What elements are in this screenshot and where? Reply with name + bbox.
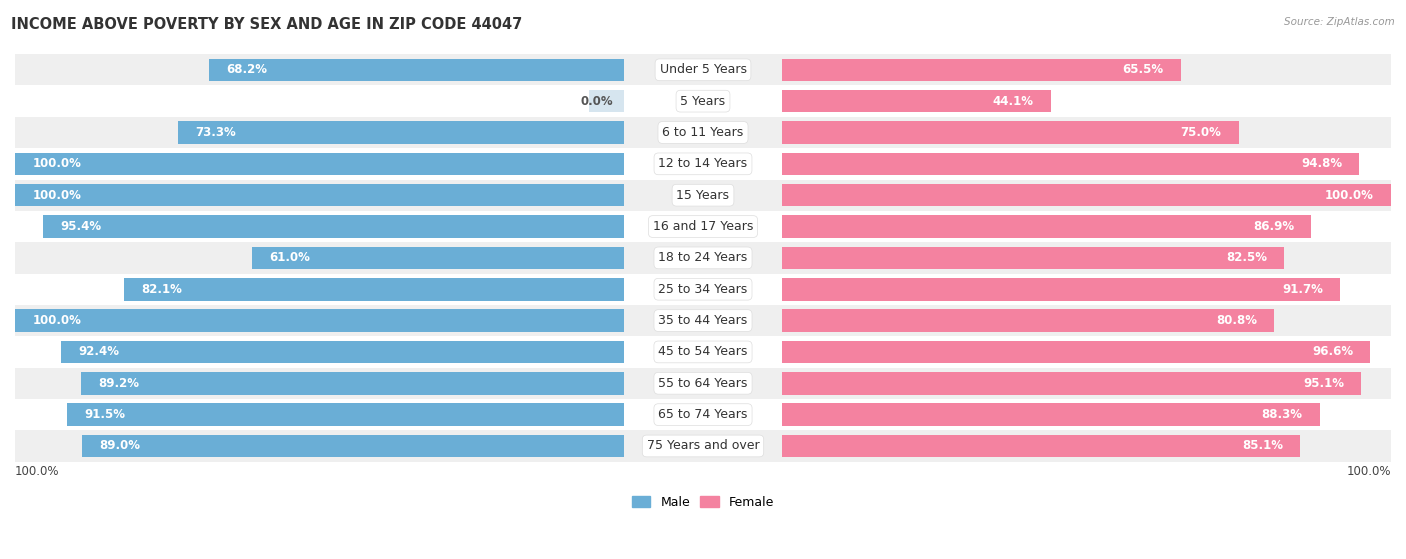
Bar [782,435,1301,457]
Bar [15,148,1391,179]
Bar [15,337,1391,368]
Bar [15,211,1391,242]
Bar [15,117,1391,148]
Text: 18 to 24 Years: 18 to 24 Years [658,252,748,264]
Bar [782,215,1312,238]
Text: 65 to 74 Years: 65 to 74 Years [658,408,748,421]
Bar [782,372,1361,395]
Legend: Male, Female: Male, Female [627,491,779,514]
Bar [15,399,1391,430]
Text: 5 Years: 5 Years [681,94,725,108]
Bar [80,372,624,395]
Text: 100.0%: 100.0% [1347,466,1391,479]
Text: 15 Years: 15 Years [676,189,730,202]
Bar [15,309,624,332]
Bar [782,340,1371,363]
Text: 89.0%: 89.0% [100,439,141,452]
Bar [15,153,624,175]
Text: 82.5%: 82.5% [1226,252,1267,264]
Text: 0.0%: 0.0% [581,94,613,108]
Text: 85.1%: 85.1% [1241,439,1284,452]
Text: 91.7%: 91.7% [1282,283,1323,296]
Bar [15,184,624,206]
Text: 45 to 54 Years: 45 to 54 Years [658,345,748,358]
Bar [15,179,1391,211]
Text: 96.6%: 96.6% [1312,345,1353,358]
Text: 88.3%: 88.3% [1261,408,1302,421]
Bar [15,54,1391,86]
Bar [782,309,1274,332]
Bar [589,90,624,112]
Text: 80.8%: 80.8% [1216,314,1257,327]
Text: 25 to 34 Years: 25 to 34 Years [658,283,748,296]
Bar [782,184,1391,206]
Bar [124,278,624,301]
Text: 91.5%: 91.5% [84,408,125,421]
Bar [15,305,1391,337]
Bar [15,368,1391,399]
Text: 100.0%: 100.0% [1324,189,1374,202]
Bar [15,86,1391,117]
Text: 82.1%: 82.1% [141,283,181,296]
Text: 16 and 17 Years: 16 and 17 Years [652,220,754,233]
Bar [253,247,624,269]
Text: 65.5%: 65.5% [1122,63,1164,77]
Bar [782,278,1340,301]
Text: 75 Years and over: 75 Years and over [647,439,759,452]
Text: Source: ZipAtlas.com: Source: ZipAtlas.com [1284,17,1395,27]
Bar [82,435,624,457]
Bar [782,404,1320,426]
Bar [782,90,1050,112]
Text: 75.0%: 75.0% [1181,126,1222,139]
Text: 6 to 11 Years: 6 to 11 Years [662,126,744,139]
Bar [782,153,1360,175]
Text: 73.3%: 73.3% [195,126,236,139]
Bar [177,121,624,144]
Text: 44.1%: 44.1% [993,94,1033,108]
Text: 12 to 14 Years: 12 to 14 Years [658,157,748,170]
Bar [15,430,1391,462]
Bar [782,59,1181,81]
Bar [62,340,624,363]
Text: 100.0%: 100.0% [15,466,59,479]
Text: 61.0%: 61.0% [270,252,311,264]
Text: 100.0%: 100.0% [32,157,82,170]
Bar [66,404,624,426]
Bar [44,215,624,238]
Text: 68.2%: 68.2% [226,63,267,77]
Text: 95.1%: 95.1% [1303,377,1344,390]
Text: Under 5 Years: Under 5 Years [659,63,747,77]
Text: 89.2%: 89.2% [98,377,139,390]
Text: 100.0%: 100.0% [32,189,82,202]
Text: 55 to 64 Years: 55 to 64 Years [658,377,748,390]
Text: 100.0%: 100.0% [32,314,82,327]
Bar [15,273,1391,305]
Text: 95.4%: 95.4% [60,220,101,233]
Bar [782,121,1239,144]
Bar [208,59,624,81]
Bar [15,242,1391,273]
Text: 94.8%: 94.8% [1301,157,1343,170]
Bar [782,247,1285,269]
Text: INCOME ABOVE POVERTY BY SEX AND AGE IN ZIP CODE 44047: INCOME ABOVE POVERTY BY SEX AND AGE IN Z… [11,17,523,32]
Text: 92.4%: 92.4% [79,345,120,358]
Text: 35 to 44 Years: 35 to 44 Years [658,314,748,327]
Text: 86.9%: 86.9% [1253,220,1294,233]
